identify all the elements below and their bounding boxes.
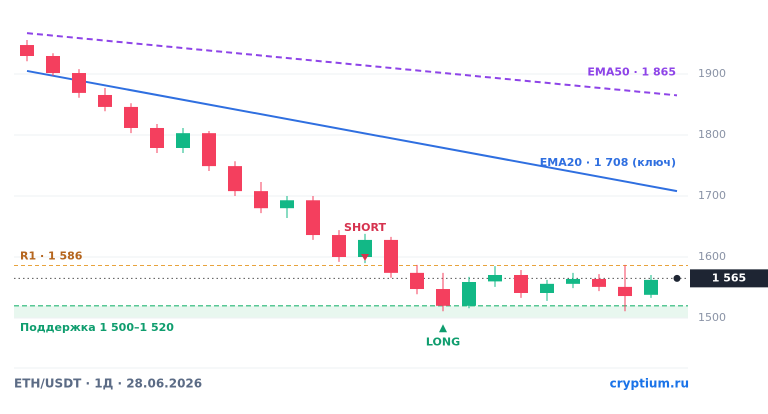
candle-body: [592, 278, 606, 287]
signal-arrow: [439, 324, 447, 333]
candle-body: [566, 278, 580, 284]
candle-body: [254, 191, 268, 209]
resistance-label: R1 · 1 586: [20, 250, 83, 263]
y-tick-label: 1600: [698, 250, 726, 263]
candle-body: [202, 133, 216, 167]
candle-body: [228, 166, 242, 192]
last-price-dot: [673, 274, 681, 282]
candle-body: [20, 45, 34, 57]
candle-body: [72, 73, 86, 93]
candle-body: [410, 272, 424, 290]
support-zone: [14, 305, 688, 318]
candle-body: [98, 94, 112, 107]
y-tick-label: 1700: [698, 189, 726, 202]
candle-body: [514, 274, 528, 293]
candle-body: [462, 282, 476, 306]
ema-label: EMA50 · 1 865: [587, 65, 676, 78]
ema-line: [26, 69, 678, 193]
candle-body: [306, 200, 320, 236]
candle-body: [540, 283, 554, 293]
candle-body: [332, 235, 346, 257]
candle-body: [150, 127, 164, 148]
candle-body: [384, 239, 398, 273]
ema-line: [26, 32, 678, 97]
candle-body: [176, 133, 190, 148]
candle-body: [436, 289, 450, 306]
candle-body: [280, 200, 294, 209]
footer-site: cryptium.ru: [610, 377, 689, 391]
signal-label: LONG: [426, 335, 460, 348]
y-tick-label: 1800: [698, 128, 726, 141]
price-tag-label: 1 565: [712, 271, 746, 284]
candle-body: [358, 239, 372, 257]
price-tag: [690, 269, 768, 288]
candle-body: [46, 56, 60, 74]
candle-body: [644, 279, 658, 295]
signal-label: SHORT: [344, 221, 386, 234]
candle-body: [618, 286, 632, 297]
y-tick-label: 1500: [698, 311, 726, 324]
candle-body: [124, 106, 138, 128]
signal-arrow: [361, 254, 369, 261]
y-tick-label: 1900: [698, 67, 726, 80]
candle-body: [488, 274, 502, 282]
support-label: Поддержка 1 500–1 520: [20, 321, 174, 334]
footer-symbol: ETH/USDT · 1Д · 28.06.2026: [14, 377, 202, 391]
ema-label: EMA20 · 1 708 (ключ): [540, 156, 676, 169]
